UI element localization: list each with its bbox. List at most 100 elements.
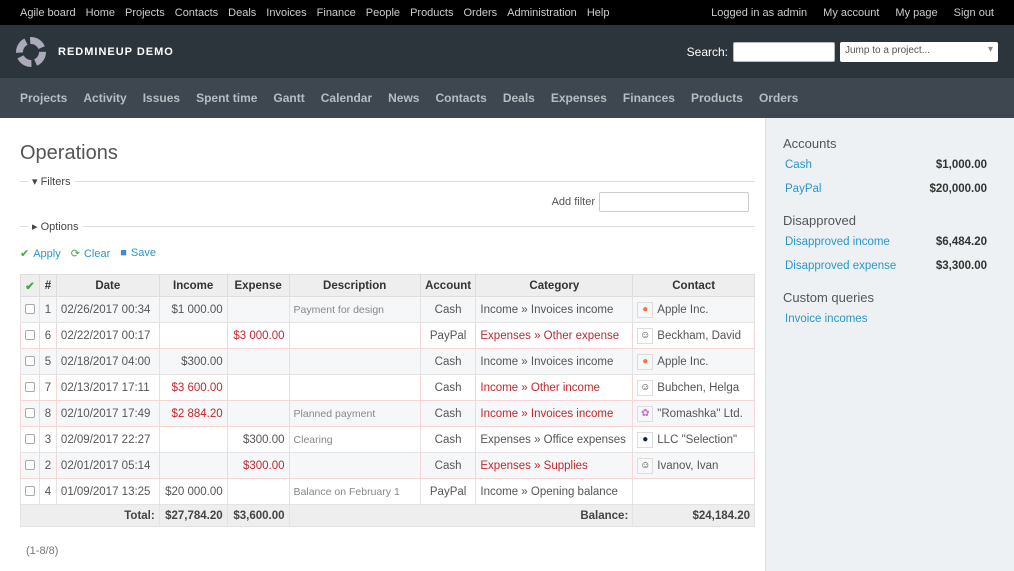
top-menu-item[interactable]: Deals	[228, 6, 257, 19]
top-menu-item[interactable]: Orders	[463, 6, 498, 19]
row-checkbox[interactable]	[25, 330, 35, 341]
table-row[interactable]: 1 02/26/2017 00:34 $1 000.00 Payment for de…	[20, 296, 755, 323]
save-button[interactable]: ■ Save	[120, 247, 156, 259]
contact-name[interactable]: LLC "Selection"	[657, 433, 738, 446]
main-menu-item[interactable]: Orders	[758, 91, 799, 105]
top-menu-item[interactable]: Agile board	[20, 6, 76, 19]
row-checkbox[interactable]	[25, 460, 35, 471]
row-checkbox[interactable]	[25, 356, 35, 367]
top-menu-item[interactable]: Products	[410, 6, 454, 19]
table-row[interactable]: 4 01/09/2017 13:25 $20 000.00 Balance on Fe…	[20, 478, 755, 505]
contact-cell[interactable]: ✿ "Romashka" Ltd.	[632, 400, 755, 427]
row-checkbox[interactable]	[25, 382, 35, 393]
income-cell: $2 884.20	[158, 400, 228, 427]
custom-query-link[interactable]: Invoice incomes	[785, 313, 868, 325]
table-row[interactable]: 6 02/22/2017 00:17 $3 000.00 PayPal Expenses…	[20, 322, 755, 349]
contact-cell[interactable]: ● Apple Inc.	[632, 348, 755, 375]
contact-cell[interactable]: ● LLC "Selection"	[632, 426, 755, 453]
account-cell: Cash	[419, 296, 477, 323]
top-menu-item[interactable]: Administration	[507, 6, 577, 19]
top-menu-item[interactable]: Help	[586, 6, 610, 19]
search-input[interactable]	[733, 41, 835, 62]
sidebar-link[interactable]: Disapproved income	[785, 236, 890, 248]
date-cell[interactable]: 02/26/2017 00:34	[55, 296, 160, 323]
totals-row: Total: $27,784.20 $3,600.00 Balance: $24,184…	[20, 504, 755, 527]
row-checkbox[interactable]	[25, 486, 35, 497]
top-menu-item[interactable]: My page	[895, 6, 938, 19]
row-checkbox[interactable]	[25, 434, 35, 445]
project-jump-select[interactable]: Jump to a project...	[840, 41, 998, 62]
id-cell: 4	[39, 478, 57, 505]
table-row[interactable]: 3 02/09/2017 22:27 $300.00 Clearing Cash Expe…	[20, 426, 755, 453]
top-menu-item[interactable]: Sign out	[953, 6, 994, 19]
column-header[interactable]: Contact	[632, 274, 755, 297]
top-menu-item[interactable]: People	[365, 6, 401, 19]
row-checkbox[interactable]	[25, 304, 35, 315]
main-menu-item[interactable]: Calendar	[320, 91, 373, 105]
contact-cell[interactable]: ● Apple Inc.	[632, 296, 755, 323]
column-header[interactable]: Date	[55, 274, 160, 297]
top-menu-item[interactable]: Projects	[125, 6, 165, 19]
add-filter-select[interactable]	[599, 192, 749, 212]
sidebar-link[interactable]: Disapproved expense	[785, 260, 897, 272]
id-cell: 6	[39, 322, 57, 349]
options-toggle[interactable]: ▸ Options	[28, 220, 83, 233]
contact-name[interactable]: Beckham, David	[657, 329, 742, 342]
table-row[interactable]: 8 02/10/2017 17:49 $2 884.20 Planned paymen…	[20, 400, 755, 427]
contact-cell[interactable]: ☺ Beckham, David	[632, 322, 755, 349]
table-row[interactable]: 5 02/18/2017 04:00 $300.00 Cash Income » Inv…	[20, 348, 755, 375]
account-cell: Cash	[419, 400, 477, 427]
main-menu-item[interactable]: Products	[690, 91, 743, 105]
date-cell[interactable]: 02/18/2017 04:00	[55, 348, 160, 375]
date-cell[interactable]: 01/09/2017 13:25	[55, 478, 160, 505]
main-menu-item[interactable]: Projects	[20, 91, 68, 105]
clear-button[interactable]: ⟳ Clear	[70, 248, 111, 260]
top-menu-item[interactable]: My account	[823, 6, 880, 19]
apply-button[interactable]: ✔ Apply	[20, 248, 61, 260]
main-menu-item[interactable]: Finances	[622, 91, 675, 105]
main-menu-item[interactable]: Deals	[502, 91, 535, 105]
column-header[interactable]: Expense	[226, 274, 290, 297]
main-menu-item[interactable]: Expenses	[550, 91, 607, 105]
main-menu-item[interactable]: News	[388, 91, 420, 105]
user-link[interactable]: admin	[777, 6, 808, 19]
save-icon: ■	[120, 247, 127, 259]
date-cell[interactable]: 02/10/2017 17:49	[55, 400, 160, 427]
column-header[interactable]: Income	[158, 274, 228, 297]
column-header[interactable]: Account	[419, 274, 477, 297]
table-row[interactable]: 2 02/01/2017 05:14 $300.00 Cash Expenses » S…	[20, 452, 755, 479]
toggle-all-checkbox[interactable]: ✔	[20, 274, 40, 297]
contact-cell[interactable]	[632, 478, 755, 505]
contact-cell[interactable]: ☺ Bubchen, Helga	[632, 374, 755, 401]
site-title[interactable]: REDMINEUP DEMO	[58, 45, 174, 58]
main-menu-item[interactable]: Contacts	[435, 91, 487, 105]
date-cell[interactable]: 02/22/2017 00:17	[55, 322, 160, 349]
contact-name[interactable]: "Romashka" Ltd.	[657, 407, 743, 420]
top-menu-item[interactable]: Invoices	[266, 6, 307, 19]
contact-name[interactable]: Ivanov, Ivan	[657, 459, 719, 472]
column-header[interactable]: Category	[475, 274, 634, 297]
main-menu-item[interactable]: Spent time	[196, 91, 258, 105]
main-menu-item[interactable]: Activity	[83, 91, 127, 105]
main-menu-item[interactable]: Issues	[142, 91, 181, 105]
main-menu-item[interactable]: Gantt	[273, 91, 305, 105]
column-header[interactable]: Description	[288, 274, 421, 297]
row-checkbox[interactable]	[25, 408, 35, 419]
filters-toggle[interactable]: ▾ Filters	[28, 175, 75, 188]
date-cell[interactable]: 02/01/2017 05:14	[55, 452, 160, 479]
top-menu-item[interactable]: Contacts	[174, 6, 219, 19]
contact-name[interactable]: Bubchen, Helga	[657, 381, 740, 394]
table-row[interactable]: 7 02/13/2017 17:11 $3 600.00 Cash Income » O…	[20, 374, 755, 401]
column-header[interactable]: #	[39, 274, 57, 297]
sidebar-link[interactable]: Cash	[785, 159, 812, 171]
top-menu-item[interactable]: Finance	[316, 6, 356, 19]
contact-cell[interactable]: ☺ Ivanov, Ivan	[632, 452, 755, 479]
contact-name[interactable]: Apple Inc.	[657, 303, 709, 316]
category-cell: Income » Other income	[475, 374, 634, 401]
person-avatar-icon: ☺	[637, 457, 654, 474]
date-cell[interactable]: 02/09/2017 22:27	[55, 426, 160, 453]
date-cell[interactable]: 02/13/2017 17:11	[55, 374, 160, 401]
top-menu-item[interactable]: Home	[85, 6, 115, 19]
contact-name[interactable]: Apple Inc.	[657, 355, 709, 368]
sidebar-link[interactable]: PayPal	[785, 183, 822, 195]
